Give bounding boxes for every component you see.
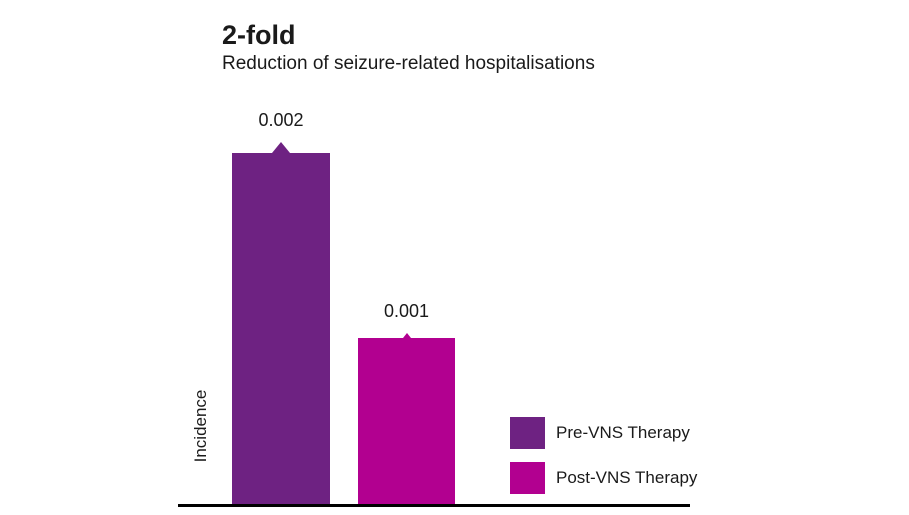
bar-pre-vns (232, 153, 330, 504)
chart-subtitle: Reduction of seizure-related hospitalisa… (222, 53, 595, 74)
legend-swatch-pre-vns (510, 417, 545, 449)
legend: Pre-VNS Therapy Post-VNS Therapy (510, 417, 697, 494)
legend-item-post-vns: Post-VNS Therapy (510, 462, 697, 494)
bar-value-label-post-vns: 0.001 (383, 301, 430, 321)
plot-area: 0.002 0.001 (178, 100, 690, 507)
bar-post-vns (358, 338, 455, 504)
chart-title: 2-fold (222, 20, 296, 50)
bar-peak-marker-pre-vns (272, 142, 290, 153)
legend-item-pre-vns: Pre-VNS Therapy (510, 417, 697, 449)
y-axis-label: Incidence (191, 389, 210, 463)
legend-label-pre-vns: Pre-VNS Therapy (556, 423, 690, 442)
legend-swatch-post-vns (510, 462, 545, 494)
x-axis-line (178, 504, 690, 507)
legend-label-post-vns: Post-VNS Therapy (556, 468, 698, 487)
bar-peak-marker-post-vns (402, 333, 411, 338)
bar-value-label-pre-vns: 0.002 (258, 110, 304, 130)
